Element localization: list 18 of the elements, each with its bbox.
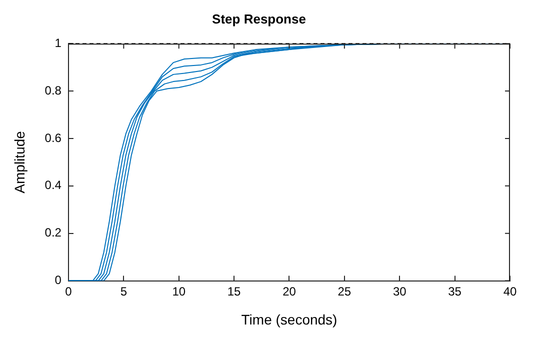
x-tick-label: 5: [120, 284, 128, 298]
x-axis-title: Time (seconds): [241, 311, 338, 328]
y-tick-label: 0.8: [44, 83, 62, 98]
x-tick-label: 15: [227, 284, 242, 298]
y-tick-label: 0.2: [44, 226, 62, 240]
x-tick-label: 30: [392, 284, 407, 298]
x-tick-label: 20: [282, 284, 296, 298]
x-tick-label: 40: [503, 284, 517, 298]
y-axis-title: Amplitude: [11, 130, 28, 194]
x-tick-label: 25: [338, 284, 352, 298]
x-tick-label: 35: [448, 284, 462, 298]
x-tick-label: 10: [172, 284, 186, 298]
y-tick-label: 1: [54, 36, 62, 50]
y-tick-label: 0: [54, 273, 62, 288]
x-tick-label: 0: [65, 284, 72, 298]
y-tick-label: 0.6: [44, 130, 62, 145]
y-tick-label: 0.4: [44, 178, 62, 192]
chart-title: Step Response: [212, 11, 306, 26]
